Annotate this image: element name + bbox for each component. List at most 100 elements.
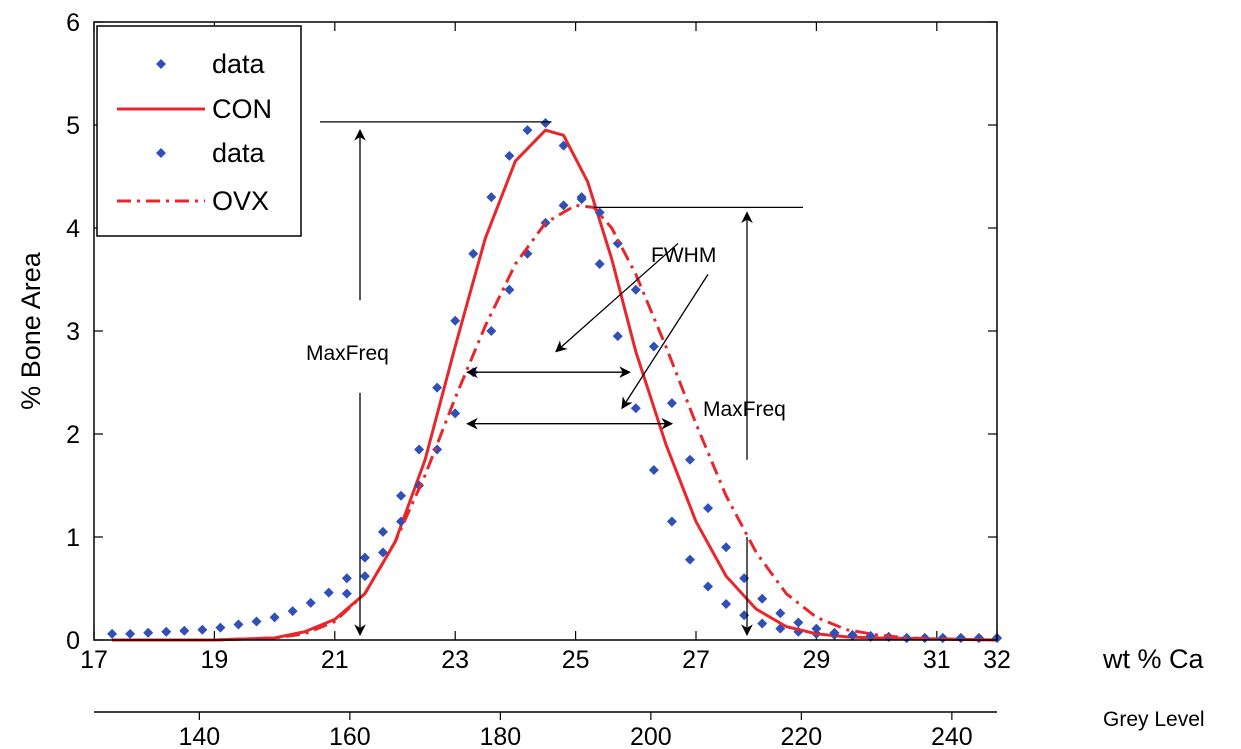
data-point <box>414 444 425 455</box>
data-point <box>522 125 533 136</box>
data-point <box>648 465 659 476</box>
data-point <box>233 619 244 630</box>
annotation-layer <box>320 121 803 637</box>
data-point <box>811 623 822 634</box>
data-point <box>107 628 118 639</box>
y-tick-label: 4 <box>66 215 80 243</box>
data-point <box>955 632 966 643</box>
data-point <box>630 284 641 295</box>
data-point <box>684 454 695 465</box>
data-point <box>341 588 352 599</box>
data-point <box>739 573 750 584</box>
x2-tick-label: 140 <box>178 723 220 749</box>
data-point <box>359 552 370 563</box>
data-point <box>973 632 984 643</box>
x-axis-label: wt % Ca <box>1102 644 1205 674</box>
fwhm-pointer-1 <box>555 242 679 353</box>
x-tick-label: 31 <box>923 646 951 674</box>
plot-frame <box>93 21 998 641</box>
data-point <box>432 444 443 455</box>
data-point <box>666 398 677 409</box>
legend: data CON data OVX <box>96 25 302 237</box>
x2-tick-label: 220 <box>780 723 822 749</box>
data-point <box>630 403 641 414</box>
y-tick-label: 1 <box>66 524 80 552</box>
legend-entry-ovx: OVX <box>212 186 269 216</box>
x2-tick-label: 240 <box>931 723 973 749</box>
x-tick-label: 21 <box>321 646 349 674</box>
data-point <box>143 627 154 638</box>
data-point <box>612 238 623 249</box>
data-point <box>486 192 497 203</box>
data-point <box>757 618 768 629</box>
data-point <box>504 284 515 295</box>
data-point <box>125 628 136 639</box>
fwhm-pointer-2 <box>621 273 709 410</box>
y-tick-label: 2 <box>66 421 80 449</box>
data-point <box>215 622 226 633</box>
legend-entry-data-1: data <box>212 49 266 79</box>
x-tick-label: 23 <box>441 646 469 674</box>
data-point <box>739 610 750 621</box>
x2-tick-label: 180 <box>479 723 521 749</box>
annotation-fwhm: FWHM <box>651 244 716 267</box>
data-point <box>486 326 497 336</box>
data-point <box>450 315 461 326</box>
data-point <box>179 625 190 636</box>
y-tick-label: 3 <box>66 318 80 346</box>
y-tick-label: 6 <box>66 9 80 37</box>
data-point <box>468 248 479 259</box>
data-point <box>793 617 804 628</box>
data-point <box>648 341 659 352</box>
data-point <box>450 408 461 419</box>
data-point <box>540 117 551 128</box>
x2-tick-label: 200 <box>630 723 672 749</box>
data-point <box>341 573 352 584</box>
legend-marker <box>156 148 166 158</box>
data-point <box>323 587 334 598</box>
data-point <box>305 597 316 608</box>
data-point <box>558 200 569 211</box>
annotation-maxfreq-con: MaxFreq <box>306 342 389 365</box>
data-point <box>287 606 298 617</box>
data-point <box>847 629 858 640</box>
x-tick-label: 17 <box>80 646 108 674</box>
data-point <box>504 150 515 161</box>
annotation-maxfreq-ovx: MaxFreq <box>703 398 786 421</box>
y-tick-label: 0 <box>66 627 80 655</box>
data-point <box>269 612 280 623</box>
data-point <box>684 554 695 565</box>
data-point <box>251 616 262 627</box>
data-point <box>721 542 732 553</box>
data-point <box>197 624 208 635</box>
legend-box <box>96 25 302 237</box>
x2-axis-label: Grey Level <box>1103 708 1205 731</box>
data-point <box>703 503 714 514</box>
data-point <box>594 259 605 270</box>
data-point <box>359 571 370 582</box>
data-point <box>576 194 587 205</box>
data-point <box>703 581 714 592</box>
data-point <box>432 382 443 393</box>
data-point <box>757 593 768 604</box>
data-point <box>377 547 388 558</box>
x-tick-label: 32 <box>983 646 1011 674</box>
x2-tick-label: 160 <box>329 723 371 749</box>
legend-marker <box>156 59 166 69</box>
series-line-con <box>112 128 998 642</box>
series-line-ovx <box>112 203 998 642</box>
y-axis-label: % Bone Area <box>16 251 46 410</box>
x-tick-label: 19 <box>200 646 228 674</box>
data-point <box>377 526 388 537</box>
data-point <box>829 627 840 638</box>
x-tick-label: 29 <box>802 646 830 674</box>
data-point <box>161 626 172 637</box>
legend-entry-data-2: data <box>212 138 266 168</box>
y-tick-label: 5 <box>66 112 80 140</box>
data-point <box>775 608 786 619</box>
x-tick-label: 27 <box>682 646 710 674</box>
data-point <box>721 598 732 609</box>
data-point <box>396 516 407 527</box>
data-point <box>612 331 623 342</box>
